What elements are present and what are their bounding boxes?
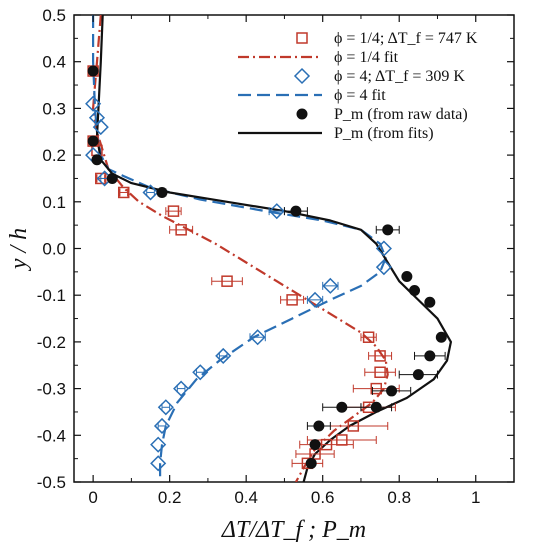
data-point [362,331,375,343]
legend-marker [296,32,308,44]
data-point [336,401,348,413]
y-tick-label: -0.5 [37,473,66,492]
data-point [382,224,394,236]
data-point [374,350,386,362]
x-tick-label: 0.8 [387,488,411,507]
x-axis-label: ΔT/ΔT_f ; P_m [221,517,366,543]
data-point [167,205,180,217]
data-point [386,385,398,397]
data-point [87,65,99,77]
data-point [306,291,324,308]
plot-area [73,14,515,483]
legend-label: ϕ = 4 fit [334,87,386,104]
data-point [87,135,99,147]
legend-item-0: ϕ = 1/4; ΔT_f = 747 K [296,30,478,47]
data-point [91,154,103,166]
data-point [305,457,317,469]
legend-label: ϕ = 1/4; ΔT_f = 747 K [334,30,478,47]
data-point [157,399,174,416]
series-points-4 [87,65,447,469]
data-point [424,296,436,308]
x-tick-label: 0.2 [158,488,182,507]
y-axis-label: y / h [6,228,32,271]
data-point [153,417,171,435]
data-point [221,275,233,287]
legend-item-3: ϕ = 4 fit [238,87,386,104]
y-tick-label: 0.1 [42,193,66,212]
data-point [412,369,424,381]
y-tick-label: 0.2 [42,146,66,165]
data-point [173,380,190,397]
y-tick-label: -0.3 [37,380,66,399]
data-point [347,420,360,432]
data-point [117,186,130,199]
series-line-1 [92,15,389,482]
data-point [401,271,413,283]
data-point [142,184,159,201]
data-point [374,366,386,379]
y-tick-label: 0.0 [42,240,66,259]
series-line-3 [92,15,387,482]
legend: ϕ = 1/4; ΔT_f = 747 K ϕ = 1/4 fit ϕ = 4; Δ… [238,30,478,142]
legend-label: ϕ = 4; ΔT_f = 309 K [334,68,465,85]
data-point [106,172,118,184]
legend-marker [296,108,308,120]
y-tick-label: -0.1 [37,286,66,305]
x-tick-label: 0 [88,488,97,507]
y-tick-label: -0.2 [37,333,66,352]
y-tick-label: -0.4 [37,426,66,445]
data-point [85,95,102,112]
legend-item-5: P_m (from fits) [238,125,434,142]
y-tick-label: 0.3 [42,99,66,118]
data-point [309,439,321,451]
data-point [286,294,298,306]
data-point [320,438,333,451]
y-tick-label: 0.5 [42,6,66,25]
data-point [313,420,325,432]
data-point [375,240,392,257]
x-tick-label: 0.4 [234,488,258,507]
data-point [156,186,168,198]
data-point [322,277,339,294]
data-point [290,205,302,217]
data-point [249,329,266,346]
series-points-2 [85,95,392,472]
data-point [268,203,285,220]
x-tick-label: 1 [471,488,480,507]
data-point [150,455,167,472]
x-tick-label: 0.6 [311,488,335,507]
data-point [215,347,232,364]
data-points [85,65,447,472]
data-point [192,364,209,381]
data-point [435,331,447,343]
data-point [175,224,187,236]
legend-item-2: ϕ = 4; ΔT_f = 309 K [293,67,465,85]
data-point [370,382,383,395]
data-point [150,436,167,453]
legend-item-1: ϕ = 1/4 fit [238,49,399,66]
legend-item-4: P_m (from raw data) [296,106,468,123]
legend-label: P_m (from raw data) [334,106,468,123]
data-point [370,401,382,413]
legend-marker [293,67,311,85]
legend-label: P_m (from fits) [334,125,434,142]
data-point [375,259,392,276]
y-tick-label: 0.4 [42,53,66,72]
data-point [409,285,421,297]
legend-label: ϕ = 1/4 fit [334,49,399,66]
data-point [92,119,109,136]
plot-frame [73,14,515,483]
axes: -0.5 -0.4 -0.3 -0.2 -0.1 0.0 0.1 0.2 0.3 0.4 0.5 0 0… [6,6,514,543]
data-point [424,350,436,362]
